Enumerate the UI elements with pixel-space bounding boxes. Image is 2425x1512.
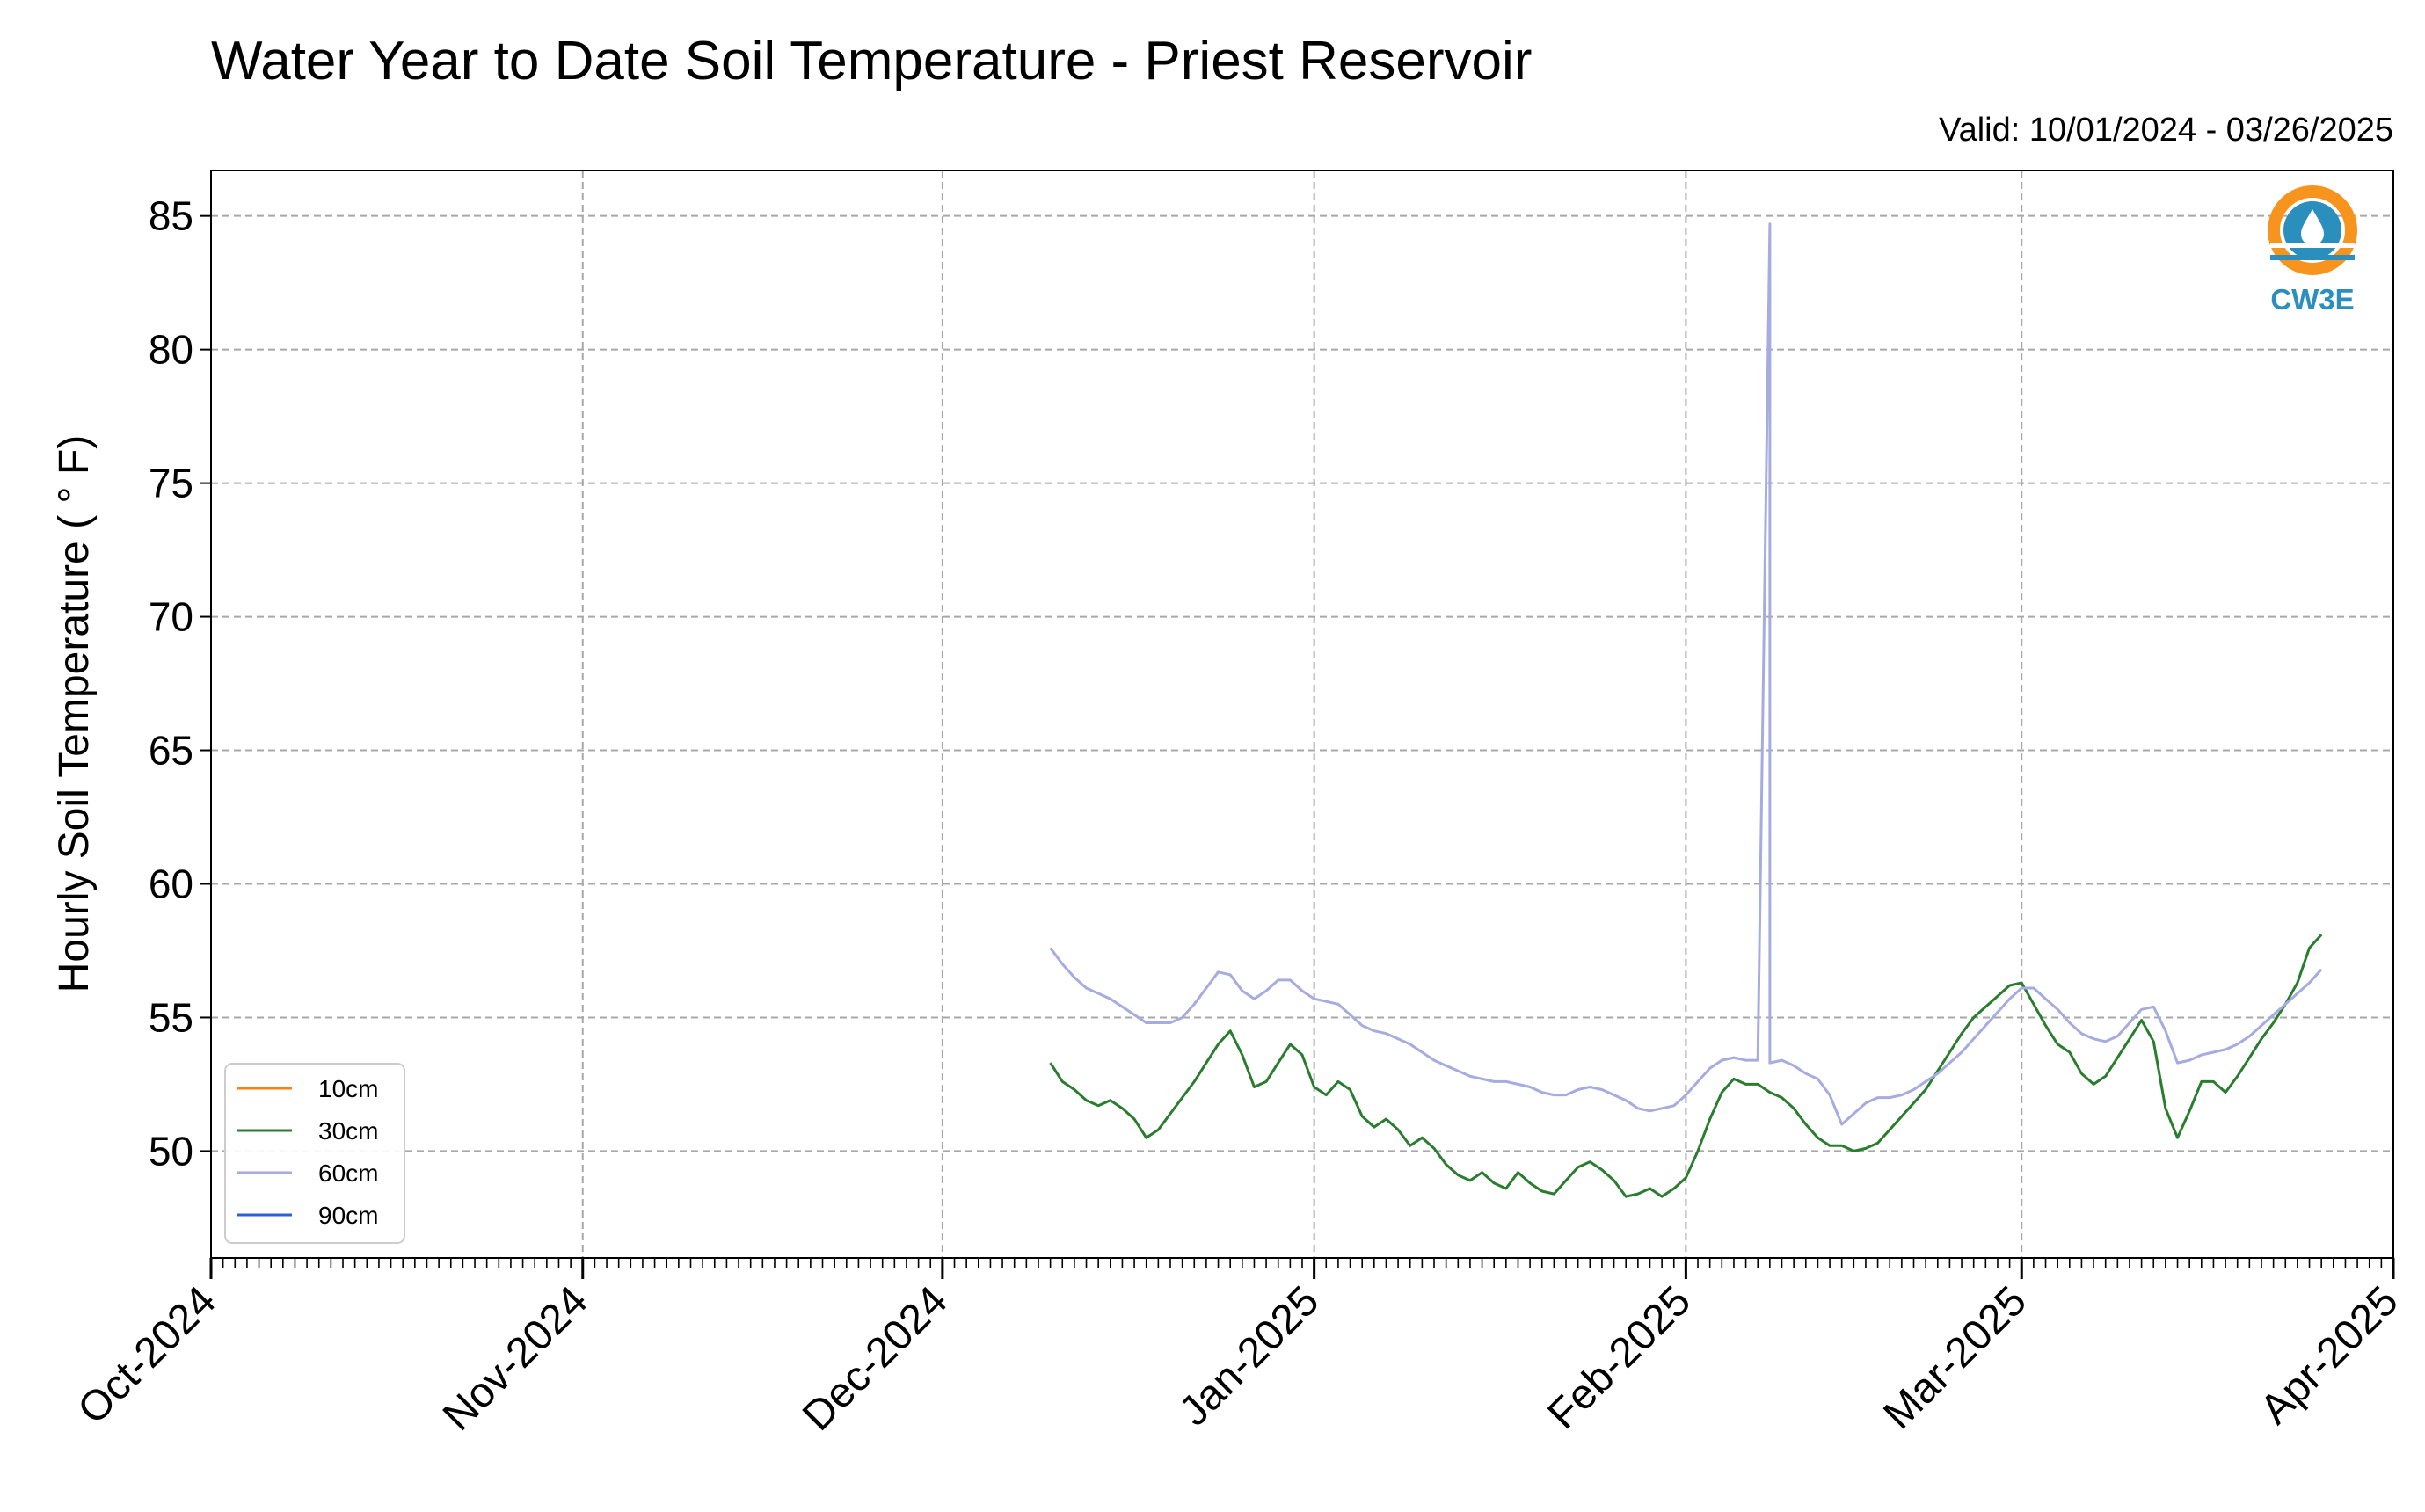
logo-text: CW3E (2270, 283, 2354, 316)
axis-ticks: 50 55 60 65 70 75 80 85 Oct-2024 Nov-2024 Dec-2024… (69, 193, 2407, 1440)
legend-label-60cm: 60cm (318, 1159, 378, 1187)
legend-label-90cm: 90cm (318, 1202, 378, 1229)
y-tick-label: 70 (149, 594, 193, 640)
y-axis-label: Hourly Soil Temperature ( ° F) (51, 435, 98, 993)
y-tick-label: 65 (149, 728, 193, 774)
y-tick-label: 55 (149, 994, 193, 1040)
series-line-30cm (1049, 934, 2323, 1198)
legend-label-10cm: 10cm (318, 1075, 378, 1102)
y-tick-label: 75 (149, 461, 193, 506)
x-tick-label: Feb-2025 (1539, 1277, 1700, 1438)
series-lines (1049, 222, 2323, 1198)
legend: 10cm 30cm 60cm 90cm (224, 1063, 405, 1244)
cw3e-logo: CW3E (2268, 185, 2357, 316)
legend-items: 10cm 30cm 60cm 90cm (237, 1075, 378, 1229)
logo-wave-2 (2270, 255, 2355, 260)
y-tick-label: 50 (149, 1128, 193, 1174)
chart-subtitle: Valid: 10/01/2024 - 03/26/2025 (1939, 112, 2393, 149)
x-tick-label: Mar-2025 (1875, 1277, 2035, 1438)
x-tick-label: Oct-2024 (69, 1277, 225, 1433)
series-line-60cm (1049, 222, 2323, 1126)
x-tick-label: Dec-2024 (794, 1277, 957, 1440)
y-tick-label: 85 (149, 193, 193, 239)
legend-label-30cm: 30cm (318, 1117, 378, 1145)
logo-ring (2268, 185, 2357, 275)
grid-lines (210, 171, 2394, 1258)
y-tick-label: 60 (149, 861, 193, 906)
chart-title: Water Year to Date Soil Temperature - Pr… (211, 31, 1532, 91)
plot-frame (210, 170, 2394, 1259)
y-tick-label: 80 (149, 327, 193, 373)
water-drop-icon (2301, 209, 2324, 245)
x-tick-label: Jan-2025 (1170, 1277, 1328, 1435)
legend-box (224, 1063, 405, 1244)
x-tick-label: Apr-2025 (2252, 1277, 2407, 1433)
x-tick-label: Nov-2024 (434, 1277, 597, 1440)
